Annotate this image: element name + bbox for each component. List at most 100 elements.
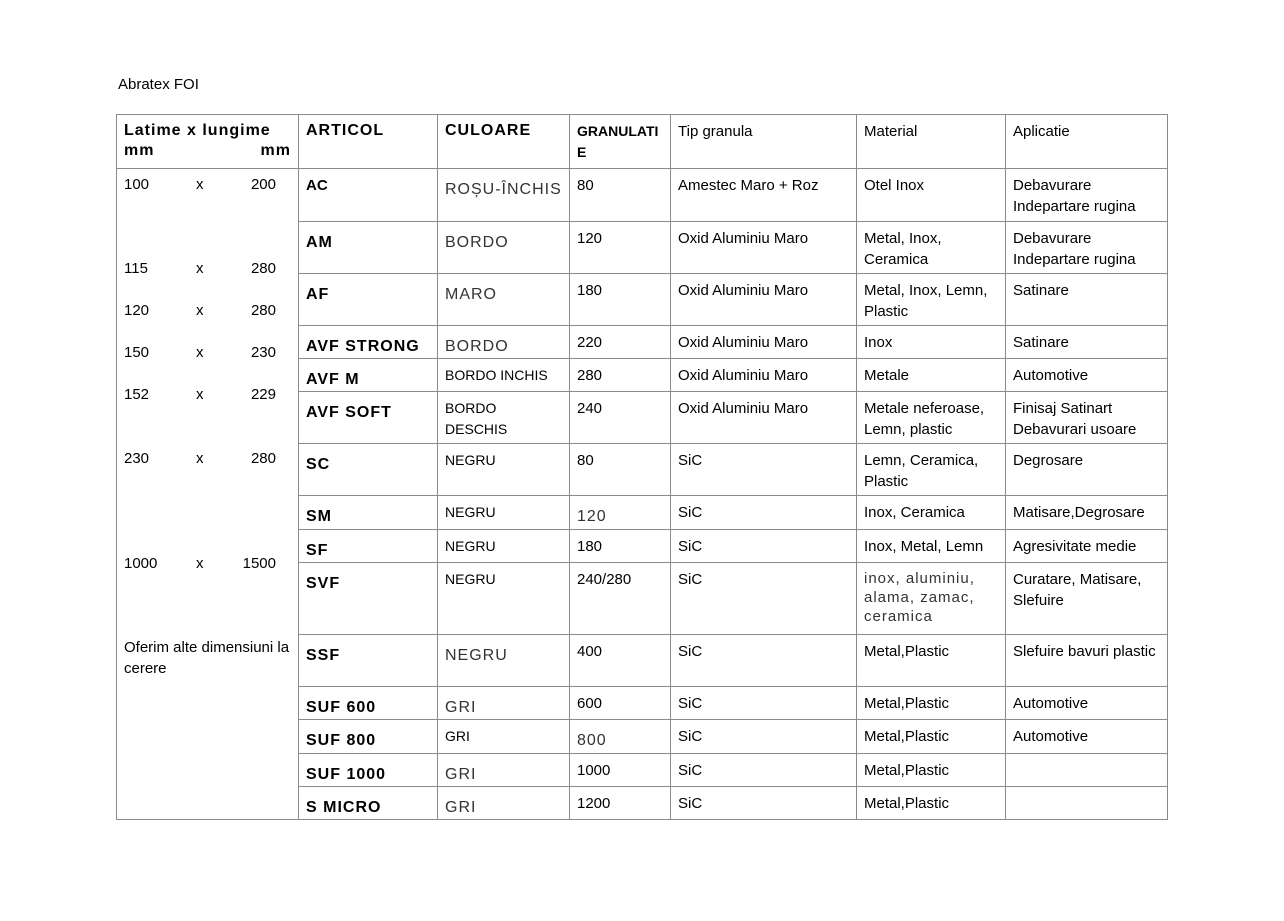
cell-granulatie: 1000	[569, 753, 671, 787]
cell-aplicatie: Matisare,Degrosare	[1005, 495, 1168, 530]
size-x: x	[196, 344, 204, 361]
header-articol: ARTICOL	[298, 114, 438, 169]
size-x: x	[196, 555, 204, 572]
size-w: 1000	[124, 555, 158, 572]
cell-culoare: BORDO INCHIS	[437, 358, 570, 392]
size-l: 280	[250, 302, 276, 319]
cell-granulatie: 180	[569, 529, 671, 563]
sizes-cell: 100 x 200 115 x 280 120 x 280 150 x 230 152 x 229 230 x 2…	[116, 168, 299, 820]
cell-granulatie: 240	[569, 391, 671, 444]
cell-tip-granula: Oxid Aluminiu Maro	[670, 391, 857, 444]
size-l: 280	[250, 450, 276, 467]
document-title: Abratex FOI	[118, 76, 199, 93]
cell-material: Inox, Ceramica	[856, 495, 1006, 530]
cell-granulatie: 80	[569, 443, 671, 496]
cell-aplicatie: Curatare, Matisare, Slefuire	[1005, 562, 1168, 635]
size-l: 230	[250, 344, 276, 361]
table-row: SM NEGRU 120 SiC Inox, Ceramica Matisare,Degr…	[117, 495, 1168, 530]
cell-material: Metal,Plastic	[856, 753, 1006, 787]
cell-articol: AVF M	[298, 358, 438, 392]
cell-culoare: GRI	[437, 753, 570, 787]
size-w: 120	[124, 302, 150, 319]
header-dimensions-label: Latime x lungime	[124, 122, 271, 139]
cell-articol: AF	[298, 273, 438, 326]
cell-material: Metal, Inox, Ceramica	[856, 221, 1006, 274]
cell-tip-granula: SiC	[670, 786, 857, 820]
cell-aplicatie: Debavurare Indepartare rugina	[1005, 221, 1168, 274]
cell-granulatie: 600	[569, 686, 671, 720]
table-row: SUF 1000 GRI 1000 SiC Metal,Plastic	[117, 753, 1168, 787]
size-x: x	[196, 302, 204, 319]
cell-aplicatie: Debavurare Indepartare rugina	[1005, 168, 1168, 222]
cell-culoare: GRI	[437, 686, 570, 720]
cell-articol: SUF 600	[298, 686, 438, 720]
cell-articol: SC	[298, 443, 438, 496]
size-w: 150	[124, 344, 150, 361]
cell-aplicatie	[1005, 786, 1168, 820]
cell-tip-granula: SiC	[670, 753, 857, 787]
cell-articol: SF	[298, 529, 438, 563]
table-row: S MICRO GRI 1200 SiC Metal,Plastic	[117, 786, 1168, 820]
cell-aplicatie: Automotive	[1005, 719, 1168, 754]
cell-material: Metal,Plastic	[856, 686, 1006, 720]
cell-aplicatie: Satinare	[1005, 273, 1168, 326]
table-row: SC NEGRU 80 SiC Lemn, Ceramica, Plastic Degro…	[117, 443, 1168, 496]
cell-aplicatie: Finisaj Satinart Debavurari usoare	[1005, 391, 1168, 444]
cell-culoare: BORDO	[437, 325, 570, 359]
cell-material: Lemn, Ceramica, Plastic	[856, 443, 1006, 496]
cell-aplicatie: Degrosare	[1005, 443, 1168, 496]
dimensions-note: Oferim alte dimensiuni la cerere	[124, 639, 290, 677]
header-row: Latime x lungime mm mm ARTICOL CULOARE GR…	[116, 114, 1168, 169]
cell-material: Inox	[856, 325, 1006, 359]
cell-material: Metal, Inox, Lemn, Plastic	[856, 273, 1006, 326]
header-granulatie: GRANULATIE	[569, 114, 671, 169]
header-material: Material	[856, 114, 1006, 169]
size-l: 229	[250, 386, 276, 403]
cell-aplicatie: Agresivitate medie	[1005, 529, 1168, 563]
table-row: AM BORDO 120 Oxid Aluminiu Maro Metal, Inox,…	[117, 221, 1168, 274]
size-x: x	[196, 176, 204, 193]
cell-articol: SUF 800	[298, 719, 438, 754]
cell-aplicatie: Slefuire bavuri plastic	[1005, 634, 1168, 687]
table-row: SVF NEGRU 240/280 SiC inox, aluminiu, alama,…	[117, 562, 1168, 635]
size-l: 200	[250, 176, 276, 193]
cell-aplicatie: Automotive	[1005, 686, 1168, 720]
header-tip-granula: Tip granula	[670, 114, 857, 169]
cell-culoare: BORDO	[437, 221, 570, 274]
cell-articol: SSF	[298, 634, 438, 687]
header-unit-width: mm	[124, 142, 155, 159]
size-l: 280	[250, 260, 276, 277]
cell-articol: S MICRO	[298, 786, 438, 820]
product-table: Latime x lungime mm mm ARTICOL CULOARE GR…	[116, 114, 1168, 820]
cell-granulatie: 800	[569, 719, 671, 754]
cell-aplicatie: Satinare	[1005, 325, 1168, 359]
cell-material: Inox, Metal, Lemn	[856, 529, 1006, 563]
cell-culoare: NEGRU	[437, 634, 570, 687]
cell-articol: SVF	[298, 562, 438, 635]
cell-tip-granula: SiC	[670, 443, 857, 496]
cell-material: Metale neferoase, Lemn, plastic	[856, 391, 1006, 444]
cell-granulatie: 120	[569, 495, 671, 530]
cell-culoare: NEGRU	[437, 529, 570, 563]
cell-granulatie: 120	[569, 221, 671, 274]
cell-culoare: NEGRU	[437, 495, 570, 530]
cell-material: Metal,Plastic	[856, 719, 1006, 754]
cell-tip-granula: Oxid Aluminiu Maro	[670, 273, 857, 326]
cell-material: Metal,Plastic	[856, 634, 1006, 687]
size-w: 115	[124, 260, 148, 277]
size-w: 230	[124, 450, 150, 467]
size-x: x	[196, 450, 204, 467]
cell-culoare: NEGRU	[437, 562, 570, 635]
header-granulatie-label: GRANULATIE	[577, 123, 659, 160]
cell-tip-granula: SiC	[670, 529, 857, 563]
size-w: 152	[124, 386, 150, 403]
header-unit-length: mm	[260, 142, 291, 159]
table-row: AF MARO 180 Oxid Aluminiu Maro Metal, Inox, …	[117, 273, 1168, 326]
cell-culoare: GRI	[437, 719, 570, 754]
cell-tip-granula: SiC	[670, 562, 857, 635]
header-dimensions: Latime x lungime mm mm	[116, 114, 299, 169]
header-culoare: CULOARE	[437, 114, 570, 169]
cell-tip-granula: SiC	[670, 719, 857, 754]
size-x: x	[196, 386, 204, 403]
cell-culoare: BORDO DESCHIS	[437, 391, 570, 444]
